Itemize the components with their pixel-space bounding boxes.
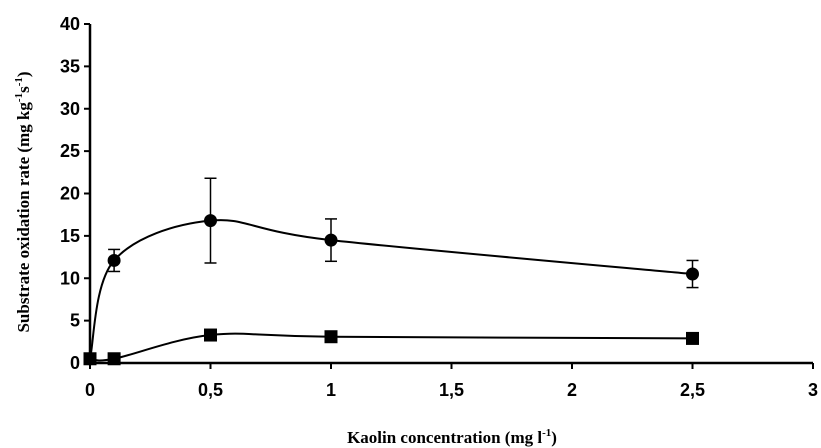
y-tick-label: 35 [60,56,80,76]
series-line [89,219,693,360]
x-tick-label: 0 [85,380,95,400]
x-tick-label: 2 [567,380,577,400]
data-point-square [686,331,699,345]
data-point-circle [107,253,121,267]
x-tick-label: 3 [808,380,818,400]
x-tick-label: 0,5 [198,380,223,400]
series-2 [83,328,699,366]
series-line [89,332,693,362]
y-tick-label: 5 [70,311,80,331]
series-1 [83,177,699,366]
y-tick-label: 20 [60,184,80,204]
y-axis-ticks: 0 5 10 15 20 25 30 35 40 [60,14,90,373]
x-tick-label: 1,5 [439,380,464,400]
data-point-square [204,328,217,342]
y-tick-label: 30 [60,99,80,119]
plot-area [83,24,813,366]
data-point-square [324,330,338,344]
x-axis-ticks: 0 0,5 1 1,5 2 2,5 3 [85,363,818,400]
y-tick-label: 10 [60,268,80,288]
x-axis-title: Kaolin concentration (mg l-1) [347,427,557,447]
y-tick-label: 15 [60,226,80,246]
data-point-circle [204,214,217,228]
data-point-circle [686,267,699,281]
y-tick-label: 40 [60,14,80,34]
data-point-square [107,352,121,366]
y-axis-title: Substrate oxidation rate (mg kg-1s-1) [13,71,33,332]
x-tick-label: 1 [326,380,336,400]
x-tick-label: 2,5 [680,380,705,400]
data-point-circle [324,233,338,247]
y-tick-label: 0 [70,353,80,373]
y-tick-label: 25 [60,141,80,161]
